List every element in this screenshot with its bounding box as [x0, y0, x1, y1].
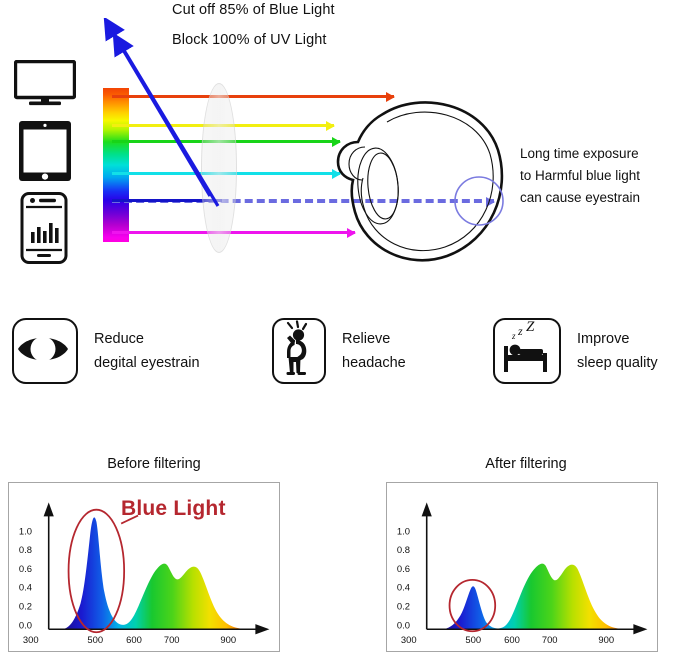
ray-red — [112, 91, 395, 102]
ray-blue-incident — [112, 199, 222, 203]
spectrum-comparison-section: Before filtering — [0, 450, 679, 671]
svg-text:500: 500 — [465, 634, 481, 645]
svg-text:700: 700 — [164, 634, 180, 645]
benefit-relieve-headache: Relieve headache — [272, 318, 406, 384]
svg-text:300: 300 — [401, 634, 417, 645]
svg-text:0.6: 0.6 — [19, 563, 32, 574]
reflected-blue-beams — [90, 16, 230, 218]
tablet-icon — [18, 120, 72, 182]
eyestrain-note-line-1: Long time exposure — [520, 146, 639, 161]
svg-text:Z: Z — [526, 320, 535, 335]
headline-cut-off-blue-light: Cut off 85% of Blue Light — [172, 2, 335, 18]
svg-text:0.2: 0.2 — [397, 601, 410, 612]
svg-text:0.8: 0.8 — [397, 544, 410, 555]
benefit-reduce-eyestrain: Reduce degital eyestrain — [12, 318, 200, 384]
benefit-line-2: sleep quality — [577, 355, 658, 371]
blue-light-leader-line — [120, 514, 139, 525]
svg-text:0.8: 0.8 — [19, 544, 32, 555]
chart-after-filtering: After filtering — [378, 450, 668, 652]
svg-text:900: 900 — [598, 634, 614, 645]
headline-block-uv-light: Block 100% of UV Light — [172, 32, 327, 48]
svg-text:0.4: 0.4 — [19, 582, 32, 593]
chart-before-title: Before filtering — [107, 456, 201, 472]
chart-before-plot: 1.0 0.8 0.6 0.4 0.2 0.0 300 500 600 700 … — [19, 502, 270, 645]
chart-after-title: After filtering — [485, 456, 567, 472]
svg-text:z: z — [517, 324, 523, 338]
chart-before-frame: 1.0 0.8 0.6 0.4 0.2 0.0 300 500 600 700 … — [8, 482, 280, 652]
benefit-improve-sleep-text: Improve sleep quality — [577, 327, 658, 375]
svg-text:0.2: 0.2 — [19, 601, 32, 612]
eye-anatomy-diagram — [325, 88, 515, 270]
svg-text:300: 300 — [23, 634, 39, 645]
eyestrain-note-line-2: to Harmful blue light — [520, 168, 641, 183]
blue-light-highlight-ellipse — [448, 578, 497, 633]
eyestrain-note-line-3: can cause eyestrain — [520, 190, 641, 205]
svg-text:600: 600 — [126, 634, 142, 645]
benefits-section: Reduce degital eyestrain Relieve — [0, 318, 679, 418]
benefit-improve-sleep: z z Z Improve sleep quality — [493, 318, 658, 384]
svg-text:z: z — [511, 331, 516, 341]
visible-spectrum-bar — [103, 88, 129, 242]
benefit-line-1: Reduce — [94, 331, 144, 347]
svg-text:600: 600 — [504, 634, 520, 645]
svg-text:0.6: 0.6 — [397, 563, 410, 574]
svg-text:1.0: 1.0 — [397, 525, 410, 536]
benefit-line-1: Relieve — [342, 331, 391, 347]
benefit-line-2: degital eyestrain — [94, 355, 200, 371]
eyestrain-note: Long time exposure to Harmful blue light… — [520, 143, 679, 209]
blue-light-highlight-ellipse — [67, 508, 126, 634]
phone-icon — [20, 192, 68, 264]
blue-light-filter-lens — [201, 83, 237, 253]
svg-text:0.4: 0.4 — [397, 582, 410, 593]
benefit-relieve-headache-text: Relieve headache — [342, 327, 406, 375]
ray-blue-transmitted — [112, 196, 495, 207]
blue-light-annotation: Blue Light — [121, 497, 226, 520]
benefit-line-1: Improve — [577, 331, 630, 347]
headache-person-icon — [272, 318, 326, 384]
svg-text:500: 500 — [87, 634, 103, 645]
svg-text:900: 900 — [220, 634, 236, 645]
blue-light-diagram-section: Cut off 85% of Blue Light Block 100% of … — [0, 0, 679, 290]
benefit-line-2: headache — [342, 355, 406, 371]
svg-text:0.0: 0.0 — [19, 619, 32, 630]
monitor-icon — [13, 59, 77, 106]
chart-after-frame: 1.0 0.8 0.6 0.4 0.2 0.0 300 500 600 700 … — [386, 482, 658, 652]
ray-magenta — [112, 227, 356, 238]
sleeping-in-bed-icon: z z Z — [493, 318, 561, 384]
retina-highlight-circle — [454, 176, 504, 226]
svg-text:0.0: 0.0 — [397, 619, 410, 630]
svg-text:700: 700 — [542, 634, 558, 645]
svg-text:1.0: 1.0 — [19, 525, 32, 536]
eye-icon — [12, 318, 78, 384]
chart-after-plot: 1.0 0.8 0.6 0.4 0.2 0.0 300 500 600 700 … — [397, 502, 648, 645]
benefit-reduce-eyestrain-text: Reduce degital eyestrain — [94, 327, 200, 375]
chart-before-filtering: Before filtering — [0, 450, 290, 652]
